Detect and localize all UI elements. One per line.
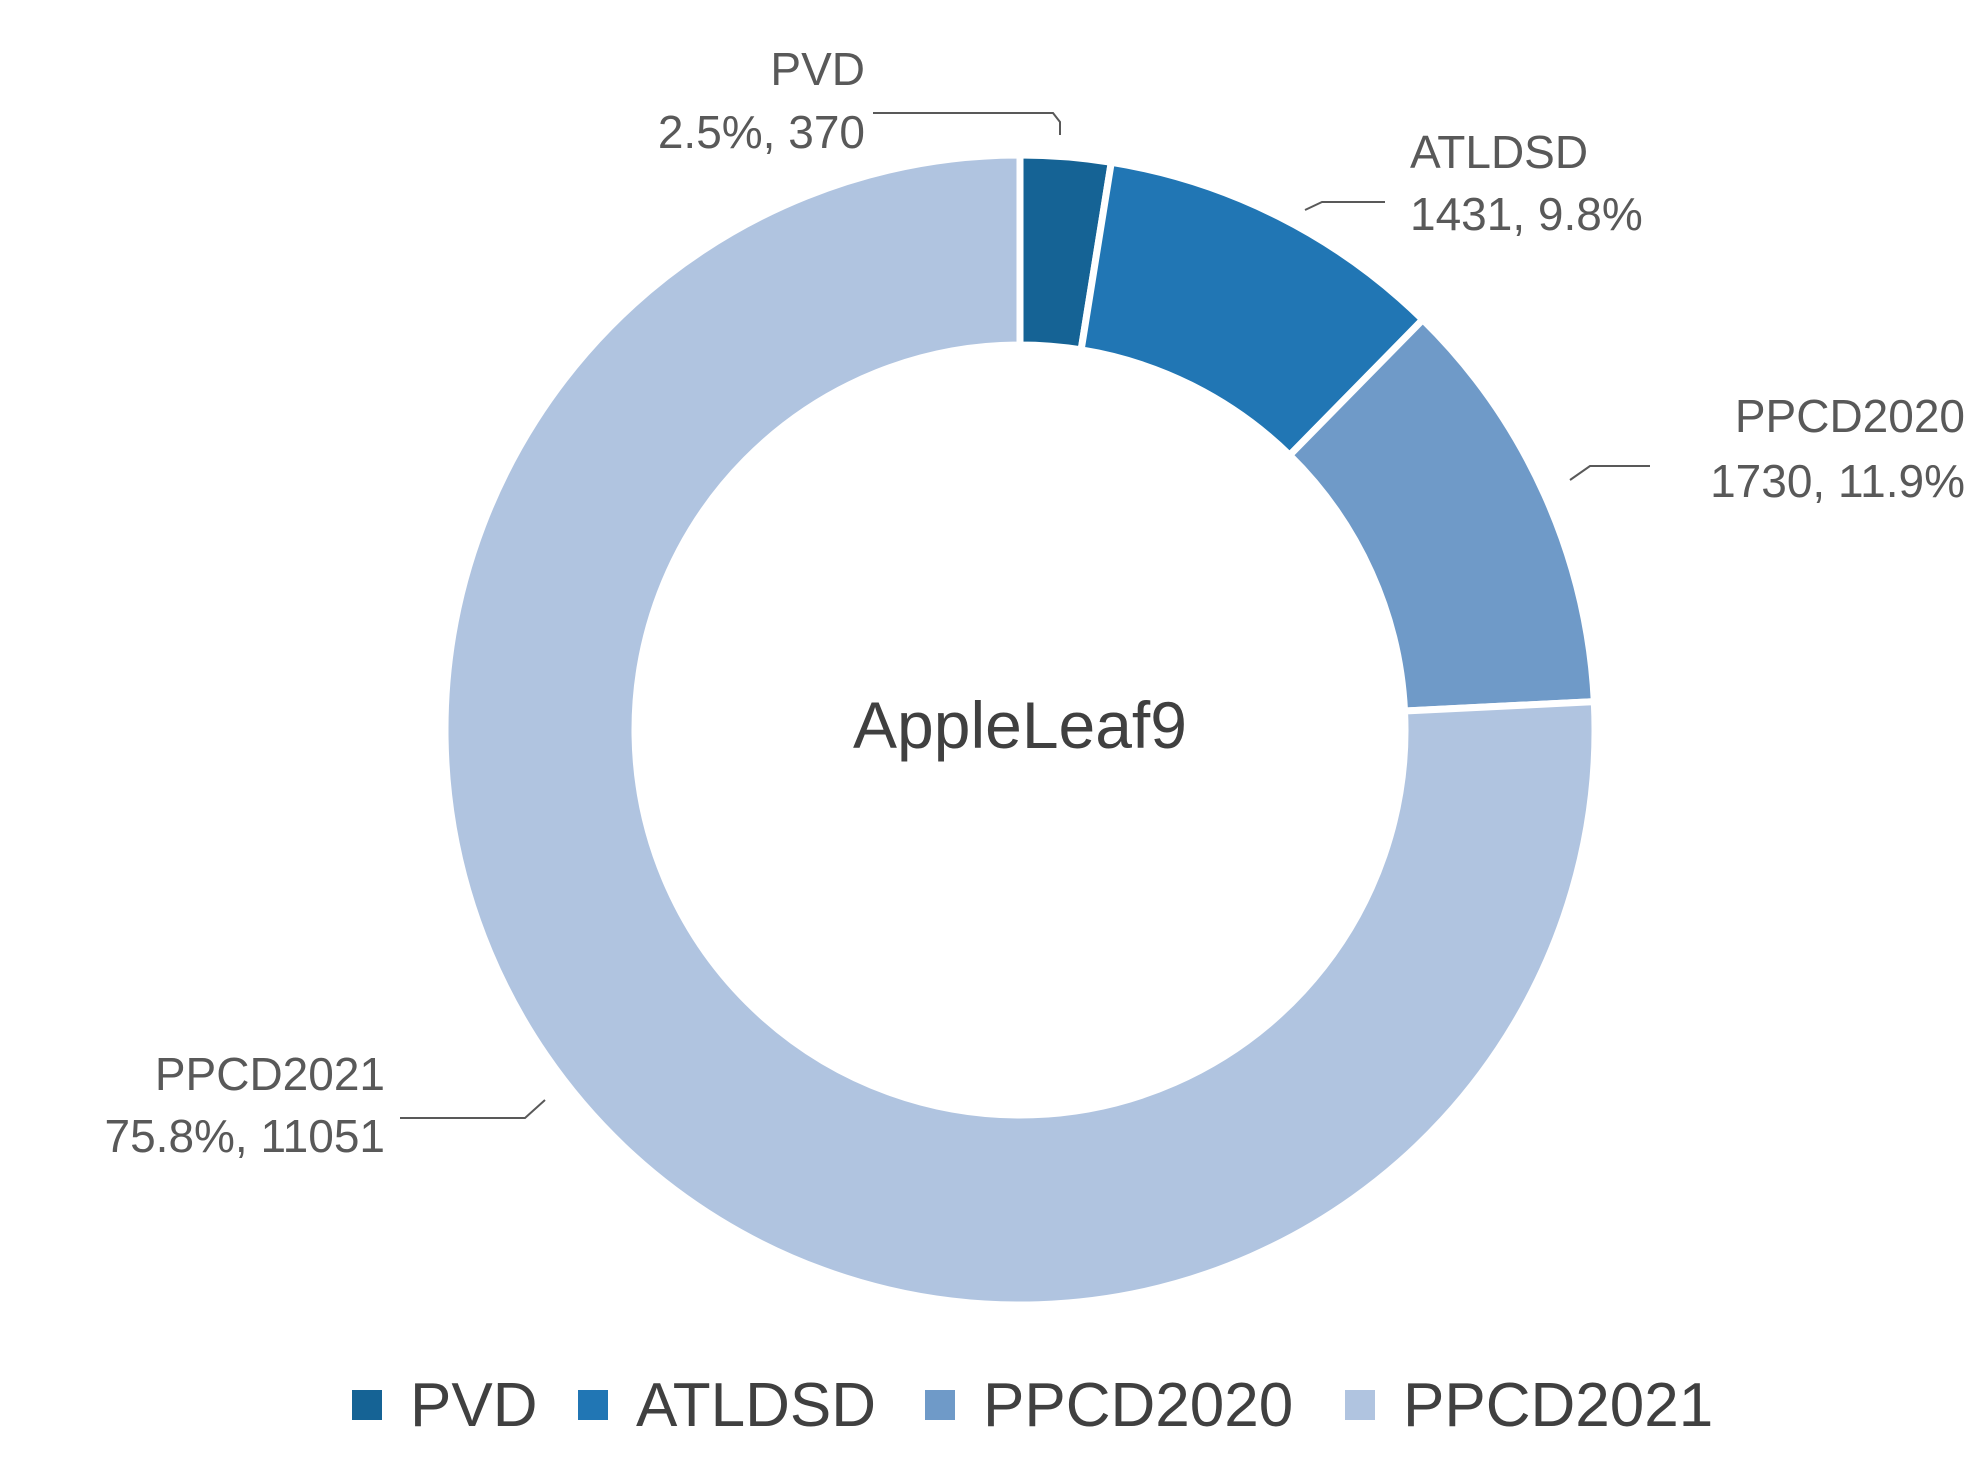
data-label-name-ppcd2021: PPCD2021 <box>155 1048 385 1100</box>
data-label-name-atldsd: ATLDSD <box>1410 126 1588 178</box>
leader-line-ppcd2021 <box>400 1099 546 1119</box>
center-label: AppleLeaf9 <box>853 688 1187 762</box>
legend-label-atldsd: ATLDSD <box>636 1371 876 1440</box>
data-label-value-pvd: 2.5%, 370 <box>658 106 865 158</box>
legend-swatch-ppcd2020 <box>925 1390 955 1420</box>
data-labels: PVD 2.5%, 370 ATLDSD 1431, 9.8% PPCD2020 1730… <box>105 43 1966 1162</box>
data-label-name-pvd: PVD <box>770 43 865 95</box>
legend-swatch-pvd <box>352 1390 382 1420</box>
legend-swatch-ppcd2021 <box>1345 1390 1375 1420</box>
data-label-value-ppcd2021: 75.8%, 11051 <box>105 1110 386 1162</box>
slice-ppcd2021 <box>441 151 1599 1309</box>
legend-label-ppcd2021: PPCD2021 <box>1403 1371 1713 1440</box>
legend-label-pvd: PVD <box>410 1371 537 1440</box>
data-label-value-atldsd: 1431, 9.8% <box>1410 188 1643 240</box>
legend-label-ppcd2020: PPCD2020 <box>983 1371 1293 1440</box>
leader-line-pvd <box>873 112 1061 135</box>
leader-lines <box>400 112 1650 1119</box>
legend-swatch-atldsd <box>578 1390 608 1420</box>
data-label-name-ppcd2020: PPCD2020 <box>1735 390 1965 442</box>
chart-slices <box>441 151 1599 1309</box>
legend: PVD ATLDSD PPCD2020 PPCD2021 <box>352 1371 1713 1440</box>
leader-line-atldsd <box>1304 201 1385 211</box>
data-label-value-ppcd2020: 1730, 11.9% <box>1710 455 1965 507</box>
leader-line-ppcd2020 <box>1569 465 1650 481</box>
